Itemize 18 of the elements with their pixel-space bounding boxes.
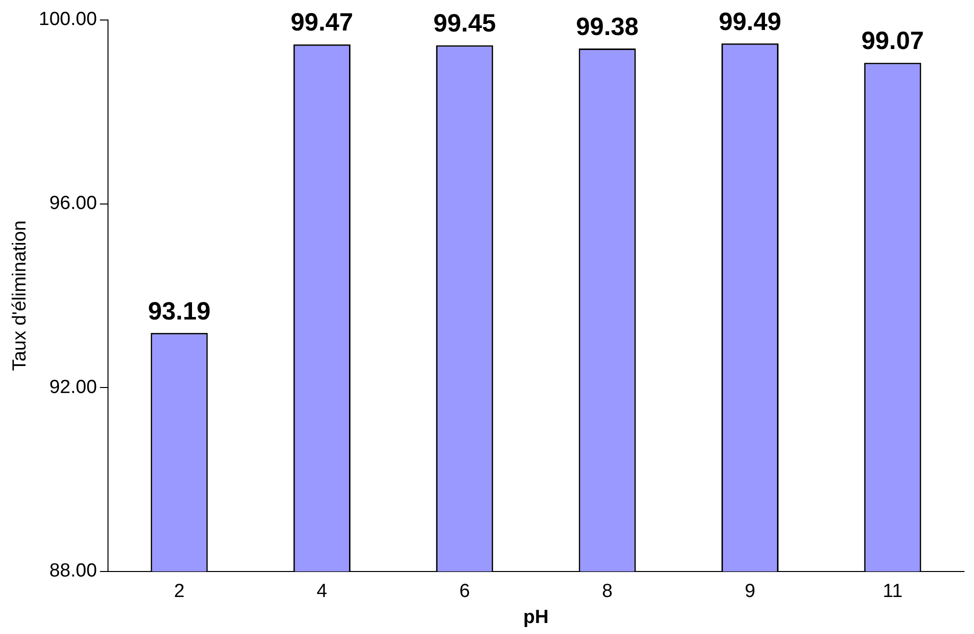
data-label: 93.19 xyxy=(148,297,211,326)
x-tick-label: 8 xyxy=(602,581,613,602)
data-label: 99.45 xyxy=(433,10,496,38)
data-label: 99.49 xyxy=(718,8,782,36)
y-tick-label: 88.00 xyxy=(49,560,97,582)
data-label: 99.47 xyxy=(290,8,354,37)
y-tick-label: 96.00 xyxy=(49,193,97,214)
x-tick-label: 2 xyxy=(174,581,185,602)
x-tick-label: 11 xyxy=(882,581,903,602)
y-tick-label: 92.00 xyxy=(49,376,97,398)
y-tick-label: 100.00 xyxy=(38,9,97,30)
x-tick-label: 4 xyxy=(316,581,328,602)
data-label: 99.38 xyxy=(576,12,639,41)
data-label: 99.07 xyxy=(861,27,924,56)
y-axis-title: Taux d'élimination xyxy=(10,220,31,371)
x-axis-title: pH xyxy=(523,606,549,628)
x-tick-label: 6 xyxy=(459,581,470,602)
x-tick-label: 9 xyxy=(744,581,756,602)
